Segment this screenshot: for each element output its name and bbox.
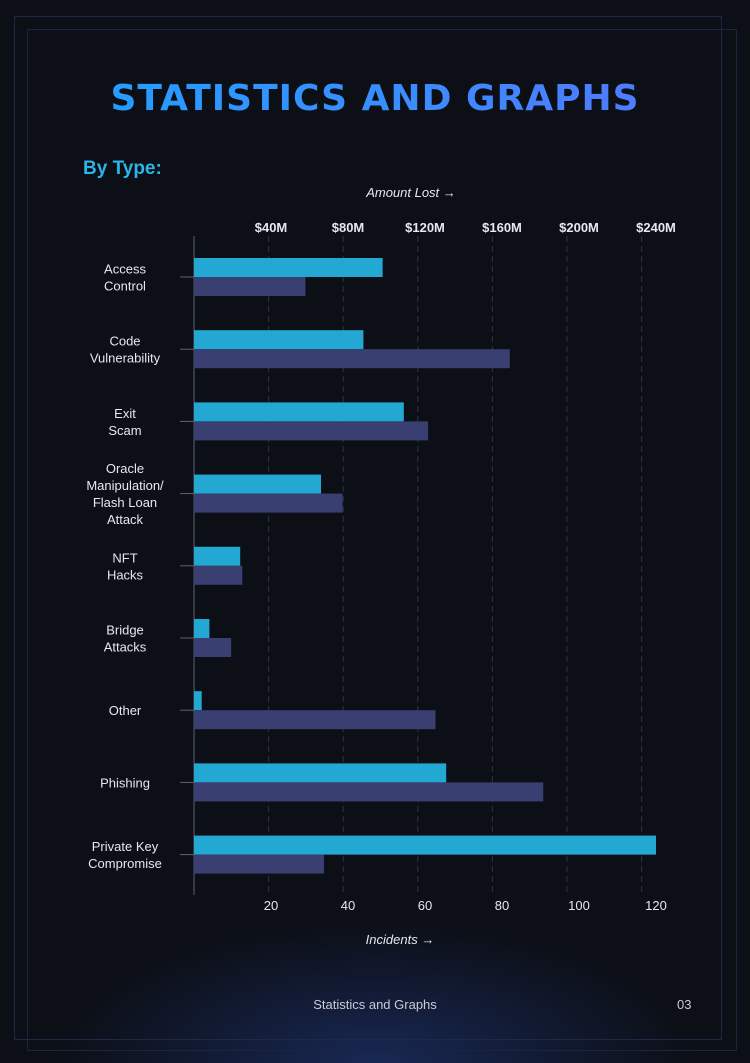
- category-label: Control: [104, 279, 146, 294]
- category-label: Access: [104, 262, 146, 277]
- bottom-axis-tick-label: 80: [495, 898, 509, 913]
- page-number: 03: [677, 997, 692, 1012]
- top-axis-label: Amount Lost →: [365, 185, 456, 200]
- top-axis-tick-label: $160M: [482, 220, 522, 235]
- bottom-axis-tick-label: 120: [645, 898, 667, 913]
- category-label: Other: [109, 703, 142, 718]
- bottom-axis-tick-label: 100: [568, 898, 590, 913]
- category-label: Manipulation/: [86, 478, 164, 493]
- category-label: Private Key: [92, 839, 159, 854]
- amount-lost-bar: [194, 763, 447, 783]
- top-axis-tick-label: $40M: [255, 220, 288, 235]
- incidents-bar: [194, 710, 436, 730]
- amount-lost-bar: [194, 330, 364, 350]
- amount-lost-bar: [194, 835, 656, 855]
- category-label: Bridge: [106, 623, 144, 638]
- page-frame-offset: [27, 29, 737, 1051]
- amount-lost-bar: [194, 619, 210, 638]
- category-label: NFT: [112, 550, 137, 565]
- bottom-axis-tick-label: 60: [418, 898, 432, 913]
- category-label: Exit: [114, 406, 136, 421]
- section-label: By Type:: [83, 158, 162, 179]
- incidents-bar: [194, 277, 306, 296]
- incidents-bar: [194, 638, 232, 657]
- bottom-axis-tick-label: 20: [264, 898, 278, 913]
- incidents-bar: [194, 493, 343, 513]
- top-axis-tick-label: $80M: [332, 220, 365, 235]
- page-title: STATISTICS AND GRAPHS: [0, 78, 750, 119]
- amount-lost-bar: [194, 258, 383, 277]
- category-label: Oracle: [106, 461, 144, 476]
- category-label: Hacks: [107, 567, 144, 582]
- category-label: Phishing: [100, 775, 150, 790]
- category-label: Attack: [107, 512, 144, 527]
- amount-lost-bar: [194, 691, 202, 711]
- incidents-bar: [194, 349, 510, 369]
- top-axis-tick-label: $200M: [559, 220, 599, 235]
- incidents-bar: [194, 854, 325, 874]
- incidents-bar: [194, 421, 429, 441]
- category-label: Compromise: [88, 856, 162, 871]
- category-label: Attacks: [104, 640, 147, 655]
- bottom-axis-tick-label: 40: [341, 898, 355, 913]
- page-frame: [14, 16, 722, 1040]
- footer-text: Statistics and Graphs: [313, 997, 437, 1012]
- amount-lost-bar: [194, 402, 404, 422]
- incidents-bar: [194, 782, 544, 802]
- amount-lost-bar: [194, 474, 322, 494]
- incidents-bar: [194, 565, 243, 585]
- category-label: Vulnerability: [90, 351, 161, 366]
- amount-lost-bar: [194, 546, 241, 566]
- category-label: Code: [109, 334, 140, 349]
- category-label: Flash Loan: [93, 495, 157, 510]
- bottom-axis-label: Incidents →: [366, 932, 435, 947]
- category-label: Scam: [108, 423, 141, 438]
- top-axis-tick-label: $120M: [405, 220, 445, 235]
- top-axis-tick-label: $240M: [636, 220, 676, 235]
